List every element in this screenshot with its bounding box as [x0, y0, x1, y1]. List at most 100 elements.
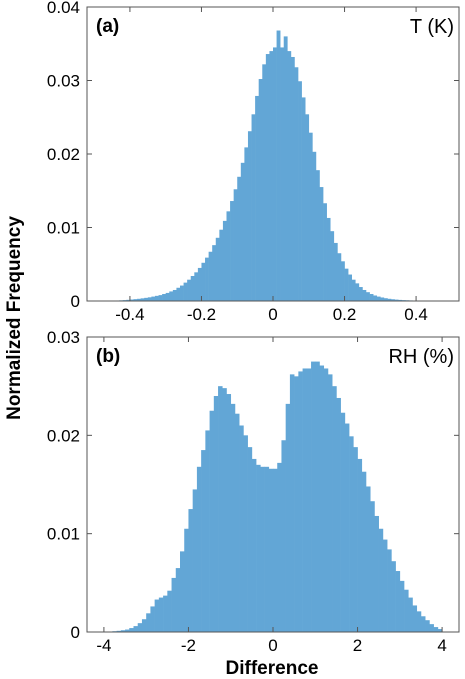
histogram-bar: [129, 628, 134, 632]
histogram-bar: [302, 368, 308, 632]
histogram-bar: [194, 272, 199, 301]
histogram-bar: [183, 282, 188, 302]
histogram-bar: [146, 613, 151, 632]
histogram-bar: [162, 294, 166, 301]
histogram-bar: [391, 561, 396, 632]
histogram-bar: [262, 64, 267, 301]
histogram-bar: [184, 528, 189, 632]
y-tick-label: 0.02: [47, 426, 80, 445]
panel-title: RH (%): [388, 346, 454, 368]
histogram-bar: [218, 386, 223, 632]
panel-label: (b): [96, 346, 120, 367]
histogram-bar: [209, 410, 215, 632]
histogram-bar: [175, 568, 181, 632]
histogram-bar: [394, 299, 399, 301]
histogram-bar: [180, 285, 184, 301]
panel-b: -4 -2 0 2 4 0 0.01 0.02 0.03 (b) RH (%): [47, 328, 460, 655]
panel-label: (a): [96, 16, 119, 37]
histogram-bar: [196, 466, 202, 632]
x-tick-label: -0.4: [115, 305, 144, 324]
histogram-bar: [391, 299, 395, 301]
histogram-bar: [399, 580, 405, 632]
histogram-bar: [233, 189, 238, 301]
histogram-bar: [251, 114, 256, 301]
histogram-bar: [247, 447, 253, 632]
histogram-bar: [315, 361, 320, 632]
y-tick-label: 0.04: [47, 0, 80, 17]
histogram-bar: [370, 501, 375, 632]
histogram-bar: [374, 515, 379, 632]
histogram-bar: [344, 423, 350, 632]
histogram-bar: [376, 296, 381, 301]
y-tick-label: 0.02: [47, 145, 80, 164]
histogram-bar: [256, 464, 261, 632]
histogram-bar: [327, 374, 333, 632]
histogram-bar: [120, 630, 126, 632]
x-tick-label: 4: [437, 636, 446, 655]
histogram-bar: [323, 203, 327, 301]
x-axis-label: Difference: [226, 658, 319, 679]
histogram-bar: [269, 51, 274, 301]
histogram-bar: [219, 229, 224, 301]
histogram-bar: [201, 450, 206, 632]
histogram-bar: [433, 627, 439, 632]
histogram-bar: [205, 430, 210, 632]
histogram-bar: [362, 289, 367, 301]
histogram-bar: [408, 597, 413, 632]
histogram-bar: [340, 261, 345, 301]
histogram-bar: [212, 245, 217, 301]
histogram-bar: [357, 458, 363, 632]
histogram-bar: [197, 267, 202, 301]
x-tick-label: 0.4: [404, 305, 428, 324]
histogram-bar: [387, 298, 392, 301]
y-tick-label: 0.03: [47, 328, 80, 347]
bars: [103, 361, 443, 632]
histogram-bar: [215, 237, 220, 301]
histogram-bar: [255, 95, 259, 301]
histogram-bar: [366, 292, 370, 301]
histogram-bar: [277, 462, 282, 632]
histogram-bar: [133, 626, 139, 632]
histogram-bar: [187, 279, 192, 301]
y-tick-label: 0.01: [47, 219, 80, 238]
histogram-bar: [315, 170, 320, 301]
histogram-bar: [141, 619, 147, 632]
histogram-bar: [273, 47, 277, 301]
histogram-bar: [383, 298, 388, 301]
histogram-bar: [126, 299, 131, 301]
histogram-bar: [163, 595, 168, 632]
histogram-bar: [205, 257, 209, 301]
histogram-bar: [180, 551, 185, 632]
histogram-bar: [137, 623, 143, 632]
histogram-bar: [129, 299, 134, 301]
histogram-bar: [213, 396, 219, 632]
y-tick-label: 0: [71, 292, 80, 311]
histogram-bar: [201, 262, 206, 301]
histogram-bar: [305, 114, 310, 301]
histogram-bar: [260, 466, 265, 632]
histogram-bar: [301, 97, 306, 301]
histogram-bar: [380, 297, 385, 301]
histogram-bar: [192, 489, 198, 632]
histogram-bar: [395, 571, 401, 632]
x-tick-label: -4: [96, 636, 111, 655]
histogram-bar: [208, 251, 213, 301]
histogram-bar: [425, 620, 430, 632]
histogram-bar: [366, 486, 371, 632]
histogram-bar: [311, 361, 316, 632]
x-tick-label: 0: [268, 305, 277, 324]
histogram-bar: [280, 47, 285, 301]
histogram-bar: [289, 374, 295, 632]
histogram-bar: [298, 371, 303, 632]
y-tick-label: 0.01: [47, 525, 80, 544]
histogram-bar: [247, 131, 252, 301]
histogram-bar: [369, 294, 374, 301]
histogram-bar: [176, 287, 181, 301]
histogram-bar: [349, 436, 354, 632]
histogram-bar: [125, 629, 130, 632]
histogram-bar: [151, 296, 156, 301]
histogram-bar: [116, 630, 122, 632]
histogram-bar: [412, 605, 418, 632]
x-tick-label: 0.2: [333, 305, 357, 324]
histogram-bar: [158, 597, 164, 632]
